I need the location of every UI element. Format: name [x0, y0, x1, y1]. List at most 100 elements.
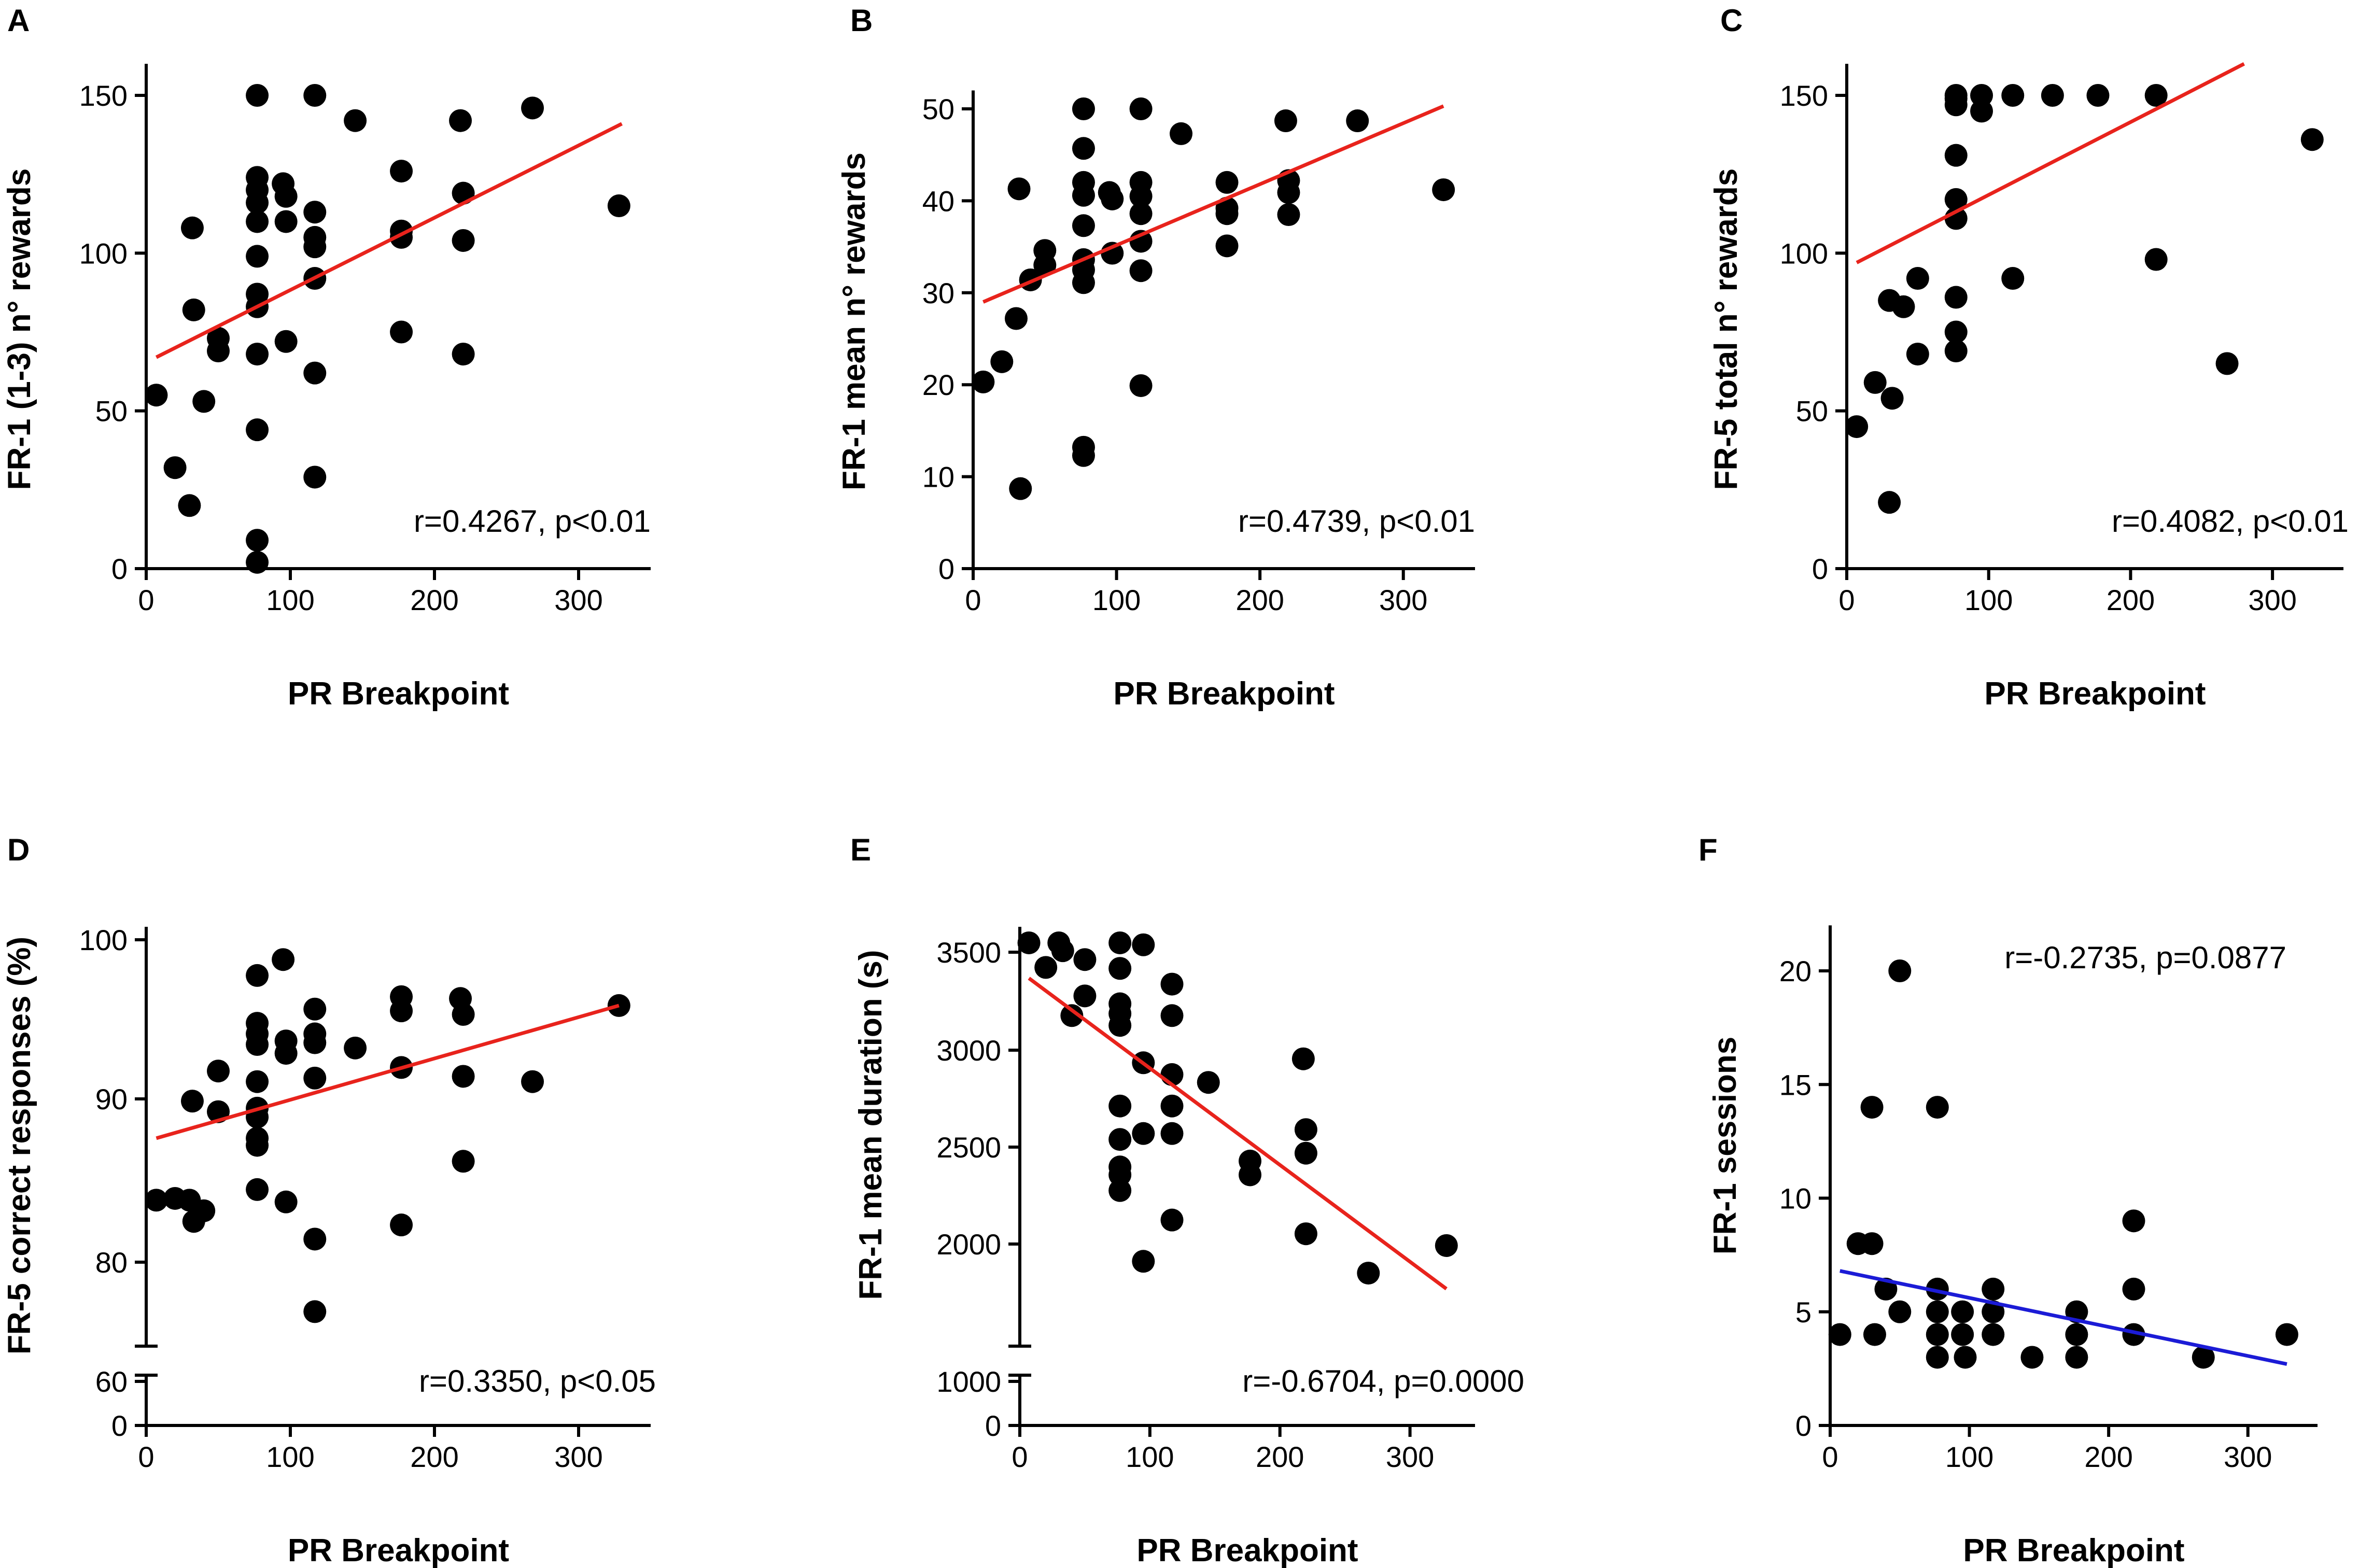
panel-c: C 0 100 200 300 0 50 100 150 PR Breakpoint FR-5 to…	[1708, 3, 2349, 712]
data-point-e-24	[1160, 1094, 1184, 1118]
data-point-f-3	[1860, 1096, 1884, 1119]
y-tick-label-e-1000: 1000	[936, 1365, 1001, 1398]
y-tick-label-e-2500: 2500	[936, 1131, 1001, 1164]
data-point-a-12	[246, 210, 269, 233]
data-point-f-26	[2192, 1346, 2215, 1369]
x-axis-title-a: PR Breakpoint	[288, 676, 509, 712]
data-point-f-9	[1926, 1277, 1949, 1301]
y-axis-title-f: FR-1 sessions	[1707, 1037, 1743, 1254]
x-tick-label-f-300: 300	[2224, 1440, 2272, 1473]
data-point-b-23	[1129, 185, 1153, 208]
data-point-a-2	[178, 494, 201, 517]
data-point-e-8	[1108, 957, 1132, 980]
data-point-e-16	[1108, 1179, 1132, 1202]
panel-d: D 0 100 200 300 0 60 80 90 100 PR Breakpoint FR-5 c…	[2, 832, 656, 1568]
stats-annotation-f: r=-0.2735, p=0.0877	[2004, 940, 2286, 975]
data-point-a-40	[521, 96, 544, 120]
x-tick-label-d-200: 200	[410, 1440, 458, 1473]
y-tick-label-b-30: 30	[922, 277, 954, 309]
data-point-b-21	[1129, 97, 1153, 120]
y-tick-label-c-50: 50	[1796, 395, 1828, 428]
data-point-b-38	[1432, 178, 1455, 202]
data-point-f-21	[2065, 1323, 2088, 1346]
data-point-e-32	[1294, 1141, 1317, 1165]
data-point-a-11	[246, 191, 269, 214]
data-point-d-36	[452, 1150, 475, 1173]
data-point-a-8	[246, 84, 269, 107]
data-point-d-12	[246, 1070, 269, 1093]
data-point-e-15	[1108, 1163, 1132, 1186]
x-tick-label-e-100: 100	[1126, 1440, 1174, 1473]
data-point-b-9	[1072, 137, 1095, 160]
x-axis-title-e: PR Breakpoint	[1136, 1533, 1358, 1568]
data-point-c-20	[2001, 267, 2025, 290]
data-point-e-26	[1160, 1208, 1184, 1232]
data-point-c-19	[2001, 84, 2025, 107]
x-tick-label-a-300: 300	[554, 584, 602, 616]
y-tick-label-f-10: 10	[1779, 1182, 1812, 1215]
data-point-c-10	[1944, 93, 1968, 117]
data-point-d-27	[303, 1300, 327, 1323]
data-point-b-3	[1007, 177, 1031, 201]
x-tick-label-c-100: 100	[1964, 584, 2013, 616]
stats-annotation-c: r=0.4082, p<0.01	[2112, 504, 2349, 539]
data-point-f-11	[1926, 1323, 1949, 1346]
data-point-b-7	[1033, 253, 1057, 277]
data-point-e-11	[1108, 1014, 1132, 1037]
data-point-a-39	[452, 343, 475, 366]
data-point-f-10	[1926, 1300, 1949, 1323]
data-point-e-7	[1108, 931, 1132, 954]
data-point-e-30	[1291, 1047, 1315, 1070]
data-point-d-20	[274, 1042, 298, 1065]
data-point-e-1	[1034, 956, 1058, 979]
x-tick-label-b-300: 300	[1379, 584, 1427, 616]
data-point-a-24	[303, 84, 327, 107]
data-point-f-2	[1860, 1232, 1884, 1255]
data-point-f-13	[1951, 1300, 1974, 1323]
y-tick-label-c-150: 150	[1780, 79, 1828, 112]
x-tick-label-d-100: 100	[266, 1440, 314, 1473]
data-point-c-24	[2144, 248, 2168, 271]
x-axis-title-d: PR Breakpoint	[288, 1533, 509, 1568]
x-tick-label-a-0: 0	[138, 584, 154, 616]
data-point-b-35	[1277, 181, 1300, 204]
data-point-a-7	[207, 340, 230, 363]
y-tick-label-e-3000: 3000	[936, 1034, 1001, 1067]
data-point-d-28	[344, 1036, 367, 1060]
panel-a: A 0 100 200 300 0 50 100 150 PR Breakpoint FR-1 (1…	[2, 3, 651, 712]
x-tick-label-d-300: 300	[554, 1440, 602, 1473]
data-point-f-4	[1863, 1323, 1886, 1346]
y-tick-label-f-0: 0	[1795, 1409, 1812, 1442]
data-point-c-1	[1863, 371, 1887, 394]
data-point-e-22	[1160, 1004, 1184, 1027]
data-point-e-0	[1017, 931, 1041, 954]
data-point-b-32	[1215, 234, 1239, 258]
data-point-a-1	[163, 456, 187, 479]
data-point-e-13	[1108, 1128, 1132, 1151]
data-point-f-19	[2020, 1346, 2044, 1369]
panel-label-d: D	[7, 832, 30, 867]
data-point-b-17	[1072, 444, 1095, 467]
data-point-e-12	[1108, 1094, 1132, 1118]
data-point-f-24	[2122, 1277, 2145, 1301]
y-tick-label-f-5: 5	[1795, 1296, 1812, 1329]
data-point-d-21	[274, 1190, 298, 1213]
x-tick-label-b-100: 100	[1092, 584, 1141, 616]
stats-annotation-a: r=0.4267, p<0.01	[414, 504, 651, 539]
data-point-a-25	[303, 201, 327, 224]
y-tick-label-b-10: 10	[922, 461, 954, 493]
y-tick-label-d-60: 60	[95, 1365, 128, 1398]
data-point-c-12	[1944, 188, 1968, 211]
data-point-a-17	[246, 418, 269, 442]
data-point-a-4	[182, 298, 205, 321]
x-tick-label-b-0: 0	[965, 584, 981, 616]
data-point-d-32	[390, 1213, 413, 1237]
panel-label-f: F	[1698, 832, 1718, 867]
y-tick-label-f-20: 20	[1779, 955, 1812, 987]
data-point-e-20	[1132, 1250, 1155, 1273]
data-point-b-12	[1072, 214, 1095, 237]
y-tick-label-d-80: 80	[95, 1246, 128, 1279]
data-point-b-24	[1129, 202, 1153, 225]
x-axis-title-b: PR Breakpoint	[1113, 676, 1335, 712]
data-point-c-22	[2086, 84, 2110, 107]
